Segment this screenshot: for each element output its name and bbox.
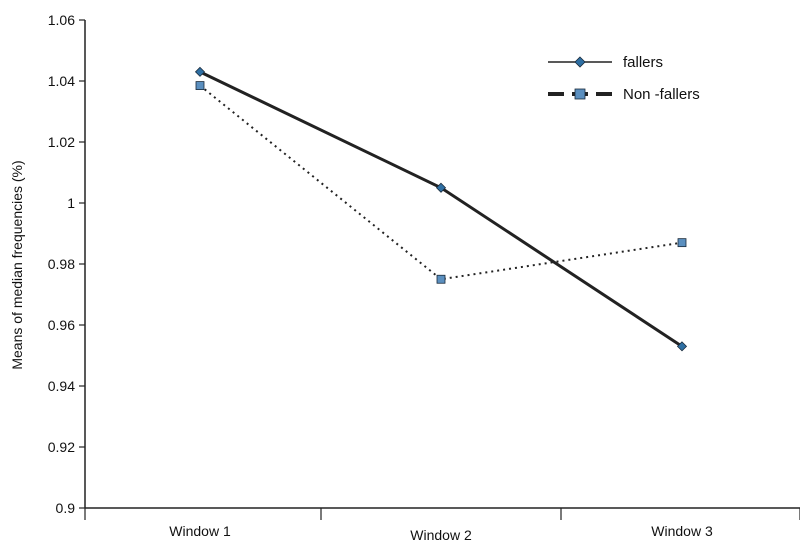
x-tick-label: Window 3 — [651, 523, 713, 539]
legend-marker-fallers — [574, 56, 586, 68]
data-point-fallers — [676, 341, 688, 352]
y-tick-label: 0.96 — [48, 317, 75, 333]
y-tick-label: 1.02 — [48, 134, 75, 150]
data-point-fallers — [435, 182, 447, 193]
y-tick-label: 1 — [67, 195, 75, 211]
y-tick-label: 0.94 — [48, 378, 75, 394]
y-tick-label: 1.04 — [48, 73, 75, 89]
series-line-fallers — [199, 70, 683, 348]
y-ticks: 0.9 0.92 0.94 0.96 0.98 1 1.02 1.04 1.06 — [48, 12, 85, 516]
y-tick-label: 1.06 — [48, 12, 75, 28]
legend-label-non-fallers: Non -fallers — [623, 86, 700, 103]
y-tick-label: 0.92 — [48, 439, 75, 455]
y-tick-label: 0.9 — [56, 500, 76, 516]
legend-label-fallers: fallers — [623, 54, 663, 71]
y-axis-label: Means of median frequencies (%) — [9, 160, 25, 369]
legend-marker-non-fallers — [574, 88, 586, 100]
y-tick-label: 0.98 — [48, 256, 75, 272]
x-tick-label: Window 1 — [169, 523, 231, 539]
series-line-non-fallers — [199, 84, 683, 281]
x-tick-label: Window 2 — [410, 527, 472, 543]
data-point-non-fallers — [195, 81, 205, 90]
data-point-non-fallers — [436, 274, 446, 284]
data-point-non-fallers — [677, 238, 687, 248]
data-point-fallers — [194, 66, 206, 77]
series-group — [194, 66, 688, 352]
x-ticks: Window 1 Window 2 Window 3 — [84, 508, 800, 543]
legend: fallers Non -fallers — [548, 54, 700, 103]
